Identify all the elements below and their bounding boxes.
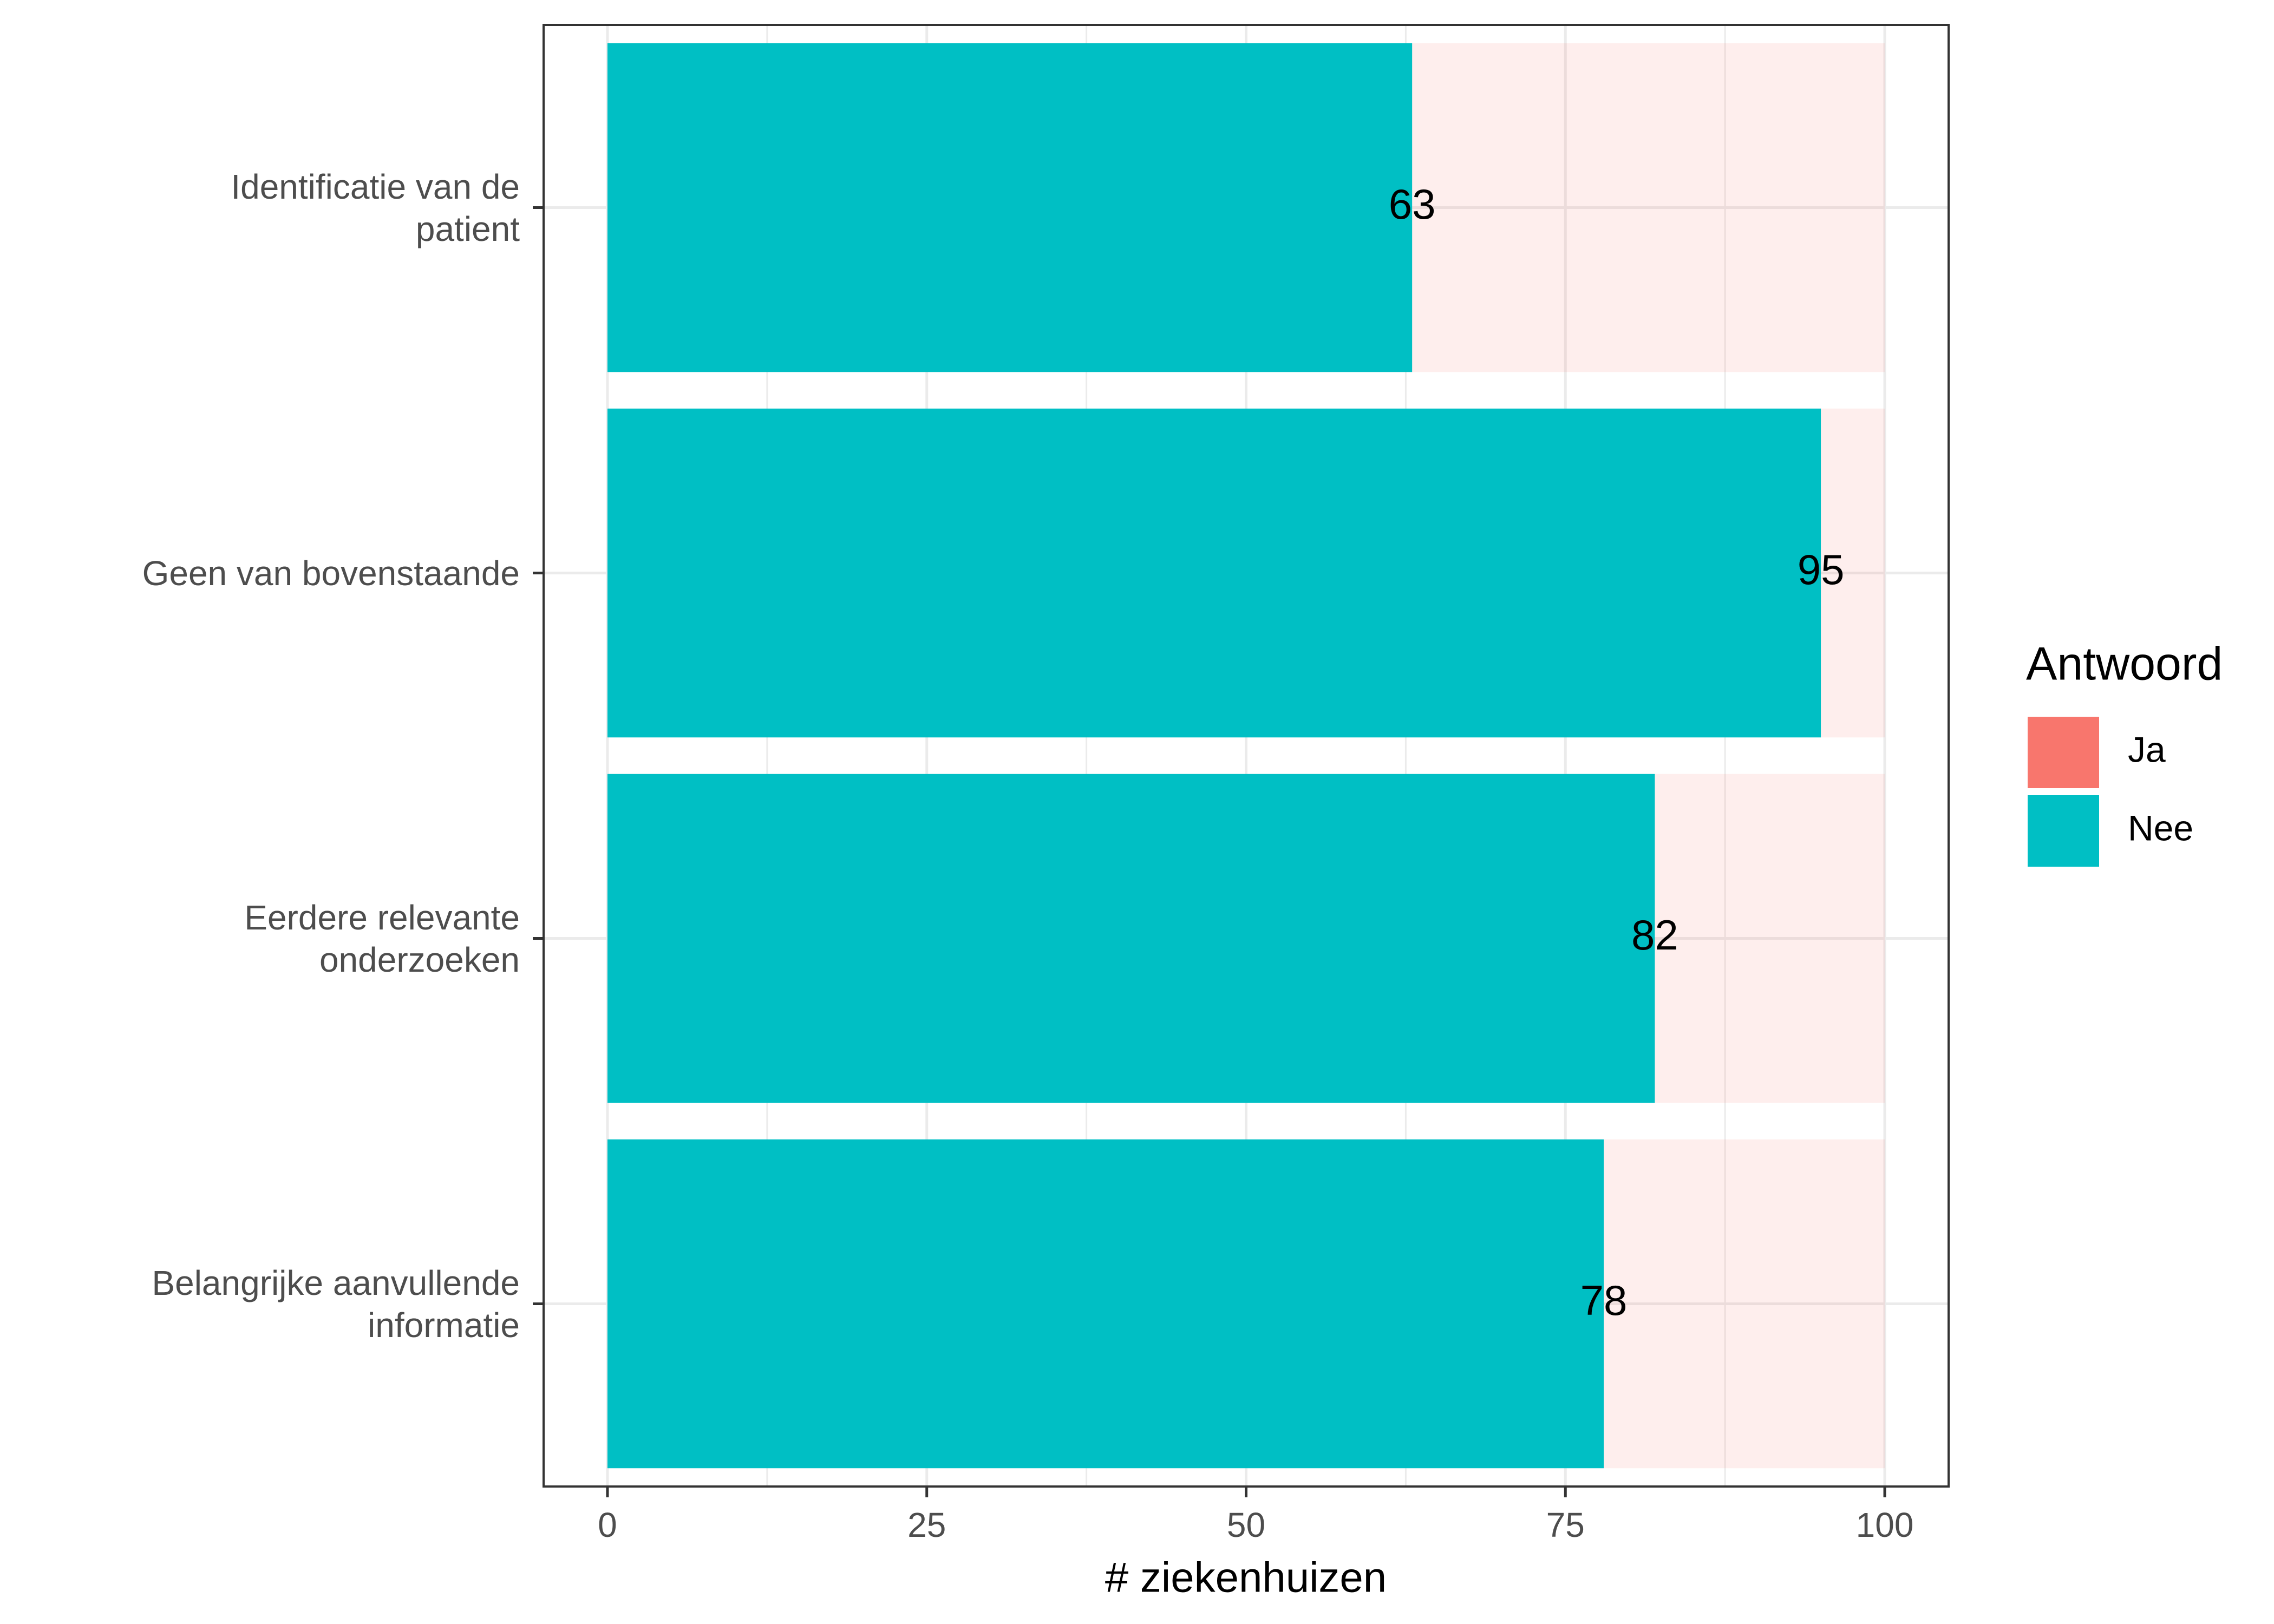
- data-label: 95: [1798, 546, 1845, 593]
- y-tick-label: Geen van bovenstaande: [142, 553, 520, 593]
- bar-nee: [607, 408, 1821, 738]
- x-tick-label: 0: [598, 1505, 617, 1544]
- legend-swatch: [2028, 795, 2099, 867]
- bar-ja: [1604, 1139, 1885, 1469]
- bar-ja: [1821, 408, 1885, 738]
- bar-nee: [607, 774, 1655, 1103]
- y-tick-label: Identificatie van de patient: [231, 167, 520, 248]
- bar-nee: [607, 1139, 1604, 1469]
- x-tick-label: 50: [1227, 1505, 1265, 1544]
- bar-ja: [1655, 774, 1885, 1103]
- data-label: 78: [1580, 1276, 1628, 1324]
- legend-swatch: [2028, 717, 2099, 788]
- bar-nee: [607, 43, 1413, 372]
- data-label: 82: [1631, 911, 1678, 959]
- x-axis-title: # ziekenhuizen: [1105, 1554, 1387, 1601]
- x-tick-label: 75: [1546, 1505, 1585, 1544]
- x-tick-label: 100: [1856, 1505, 1914, 1544]
- bar-ja: [1412, 43, 1885, 372]
- data-label: 63: [1389, 180, 1436, 228]
- legend-label: Nee: [2128, 808, 2193, 848]
- y-tick-label: Eerdere relevante onderzoeken: [244, 898, 520, 979]
- legend-label: Ja: [2128, 729, 2166, 769]
- x-tick-label: 25: [907, 1505, 946, 1544]
- legend-title: Antwoord: [2026, 638, 2223, 690]
- y-tick-label: Belangrijke aanvullende informatie: [152, 1263, 520, 1345]
